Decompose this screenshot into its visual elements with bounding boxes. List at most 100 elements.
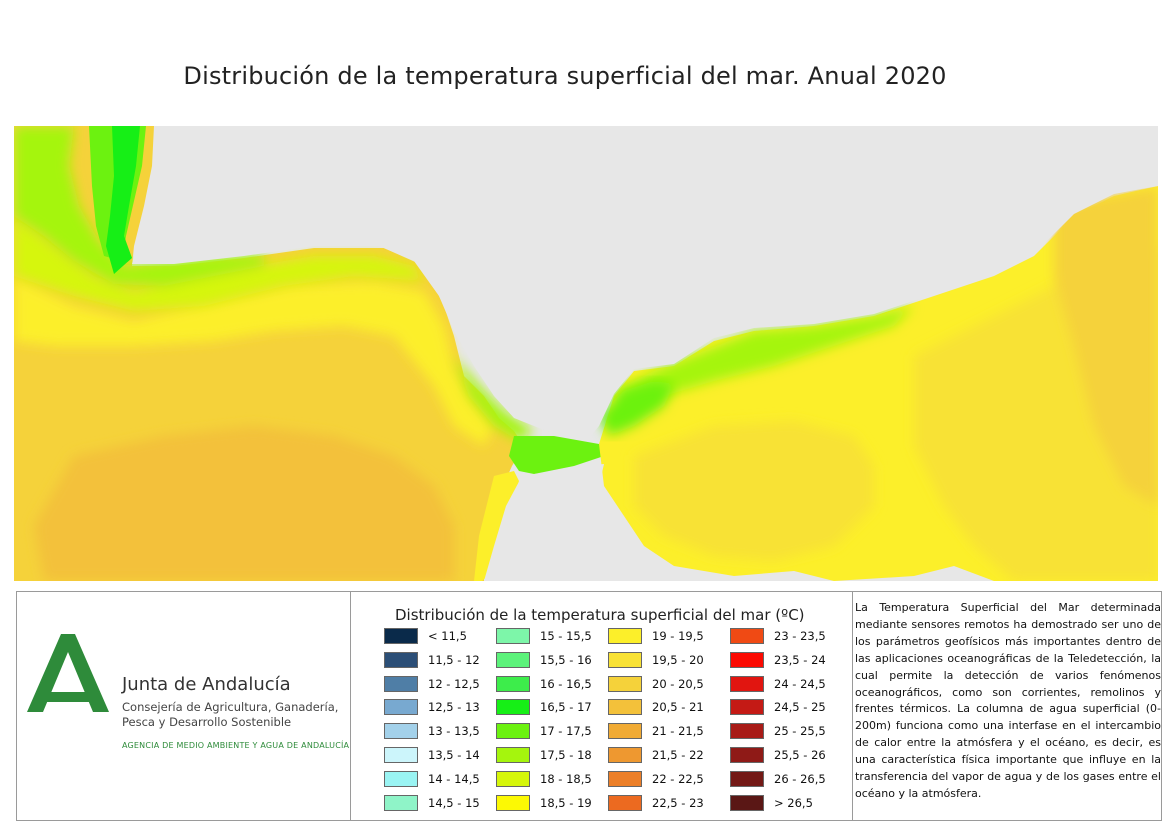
legend-item: 15,5 - 16 xyxy=(496,651,606,669)
legend-swatch xyxy=(496,651,530,668)
legend-item: 21 - 21,5 xyxy=(608,722,718,740)
legend-item: 20 - 20,5 xyxy=(608,675,718,693)
legend-label: 16,5 - 17 xyxy=(540,700,592,715)
legend-item: 14 - 14,5 xyxy=(384,770,494,788)
atlantic-yellow-green xyxy=(14,216,424,311)
legend-item: 12,5 - 13 xyxy=(384,698,494,716)
legend-label: > 26,5 xyxy=(774,795,813,810)
mediterranean-green-band xyxy=(614,306,914,416)
legend-swatch xyxy=(384,723,418,740)
legend-swatch xyxy=(608,794,642,811)
legend-item: 21,5 - 22 xyxy=(608,746,718,764)
legend-item: 18 - 18,5 xyxy=(496,770,606,788)
legend-swatch xyxy=(608,723,642,740)
legend-swatch xyxy=(384,770,418,787)
legend-label: 22,5 - 23 xyxy=(652,795,704,810)
legend-label: 20 - 20,5 xyxy=(652,676,704,691)
legend-swatch xyxy=(496,628,530,644)
legend-item: 23 - 23,5 xyxy=(730,627,840,645)
legend-swatch xyxy=(496,770,530,787)
legend-label: 14 - 14,5 xyxy=(428,771,480,786)
legend-item: 24 - 24,5 xyxy=(730,675,840,693)
legend-label: 14,5 - 15 xyxy=(428,795,480,810)
description-text: La Temperatura Superficial del Mar deter… xyxy=(855,601,1161,800)
legend-item: 14,5 - 15 xyxy=(384,794,494,812)
legend-swatch xyxy=(608,675,642,692)
legend-swatch xyxy=(496,723,530,740)
legend-swatch xyxy=(384,794,418,811)
legend-label: 13,5 - 14 xyxy=(428,748,480,762)
legend-item: > 26,5 xyxy=(730,794,840,812)
legend-label: 12,5 - 13 xyxy=(428,700,480,715)
malaga-green-patch xyxy=(599,381,674,436)
legend-item: 19,5 - 20 xyxy=(608,651,718,669)
legend-item: 15 - 15,5 xyxy=(496,627,606,645)
atlantic-yellow-band xyxy=(14,276,494,446)
legend-swatch xyxy=(608,699,642,716)
legend-item: 13 - 13,5 xyxy=(384,722,494,740)
legend-label: 25 - 25,5 xyxy=(774,724,826,739)
legend-item: 23,5 - 24 xyxy=(730,651,840,669)
organization-name: Junta de Andalucía xyxy=(122,674,291,695)
legend-label: 22 - 22,5 xyxy=(652,771,704,786)
legend-grid: < 11,5 11,5 - 12 12 - 12,5 12,5 - 13 13 - 13… xyxy=(384,627,844,817)
organization-department: Consejería de Agricultura, Ganadería, Pe… xyxy=(122,700,339,729)
legend-item: 16,5 - 17 xyxy=(496,698,606,716)
legend-label: 19 - 19,5 xyxy=(652,629,704,643)
legend-label: 18 - 18,5 xyxy=(540,771,592,786)
legend-label: 23 - 23,5 xyxy=(774,629,826,643)
legend-item: 19 - 19,5 xyxy=(608,627,718,645)
legend-swatch xyxy=(384,628,418,644)
legend-label: 16 - 16,5 xyxy=(540,676,592,691)
upwelling-core xyxy=(106,126,140,274)
legend-swatch xyxy=(730,747,764,763)
legend-item: 18,5 - 19 xyxy=(496,794,606,812)
legend-label: 13 - 13,5 xyxy=(428,724,480,739)
cadiz-coastal-band xyxy=(454,356,534,441)
legend-label: 21 - 21,5 xyxy=(652,724,704,739)
legend-label: 25,5 - 26 xyxy=(774,748,826,762)
legend-item: 24,5 - 25 xyxy=(730,698,840,716)
legend-label: 24,5 - 25 xyxy=(774,700,826,715)
legend-label: < 11,5 xyxy=(428,629,467,643)
legend-swatch xyxy=(608,747,642,763)
legend-swatch xyxy=(730,794,764,811)
legend-swatch xyxy=(496,747,530,763)
legend-panel: Junta de Andalucía Consejería de Agricul… xyxy=(16,591,1162,821)
legend-label: 12 - 12,5 xyxy=(428,676,480,691)
map-canvas xyxy=(14,126,1158,581)
legend-swatch xyxy=(496,675,530,692)
iberian-peninsula xyxy=(132,126,1158,438)
legend-label: 21,5 - 22 xyxy=(652,748,704,762)
legend-swatch xyxy=(730,770,764,787)
panel-divider xyxy=(852,592,853,820)
map-title: Distribución de la temperatura superfici… xyxy=(183,62,947,90)
alboran-warm-gyre xyxy=(634,421,874,561)
legend-swatch xyxy=(496,699,530,716)
sea-temperature-map xyxy=(14,126,1158,581)
legend-label: 18,5 - 19 xyxy=(540,795,592,810)
legend-swatch xyxy=(730,699,764,716)
legend-item: 22 - 22,5 xyxy=(608,770,718,788)
atlantic-warm-zone xyxy=(34,426,454,581)
legend-swatch xyxy=(384,651,418,668)
legend-swatch xyxy=(730,675,764,692)
legend-item: < 11,5 xyxy=(384,627,494,645)
legend-item: 26 - 26,5 xyxy=(730,770,840,788)
legend-item: 13,5 - 14 xyxy=(384,746,494,764)
legend-title: Distribución de la temperatura superfici… xyxy=(395,606,805,624)
legend-swatch xyxy=(730,723,764,740)
legend-label: 24 - 24,5 xyxy=(774,676,826,691)
north-africa xyxy=(484,464,674,581)
legend-label: 11,5 - 12 xyxy=(428,652,480,667)
legend-swatch xyxy=(730,651,764,668)
strait-yellow-tongue xyxy=(474,471,519,581)
legend-item: 25 - 25,5 xyxy=(730,722,840,740)
east-orange-corner xyxy=(1054,186,1158,506)
legend-label: 15,5 - 16 xyxy=(540,652,592,667)
legend-swatch xyxy=(730,628,764,644)
legend-label: 17,5 - 18 xyxy=(540,748,592,762)
panel-divider xyxy=(350,592,351,820)
legend-label: 19,5 - 20 xyxy=(652,652,704,667)
strait-of-gibraltar xyxy=(509,436,604,474)
